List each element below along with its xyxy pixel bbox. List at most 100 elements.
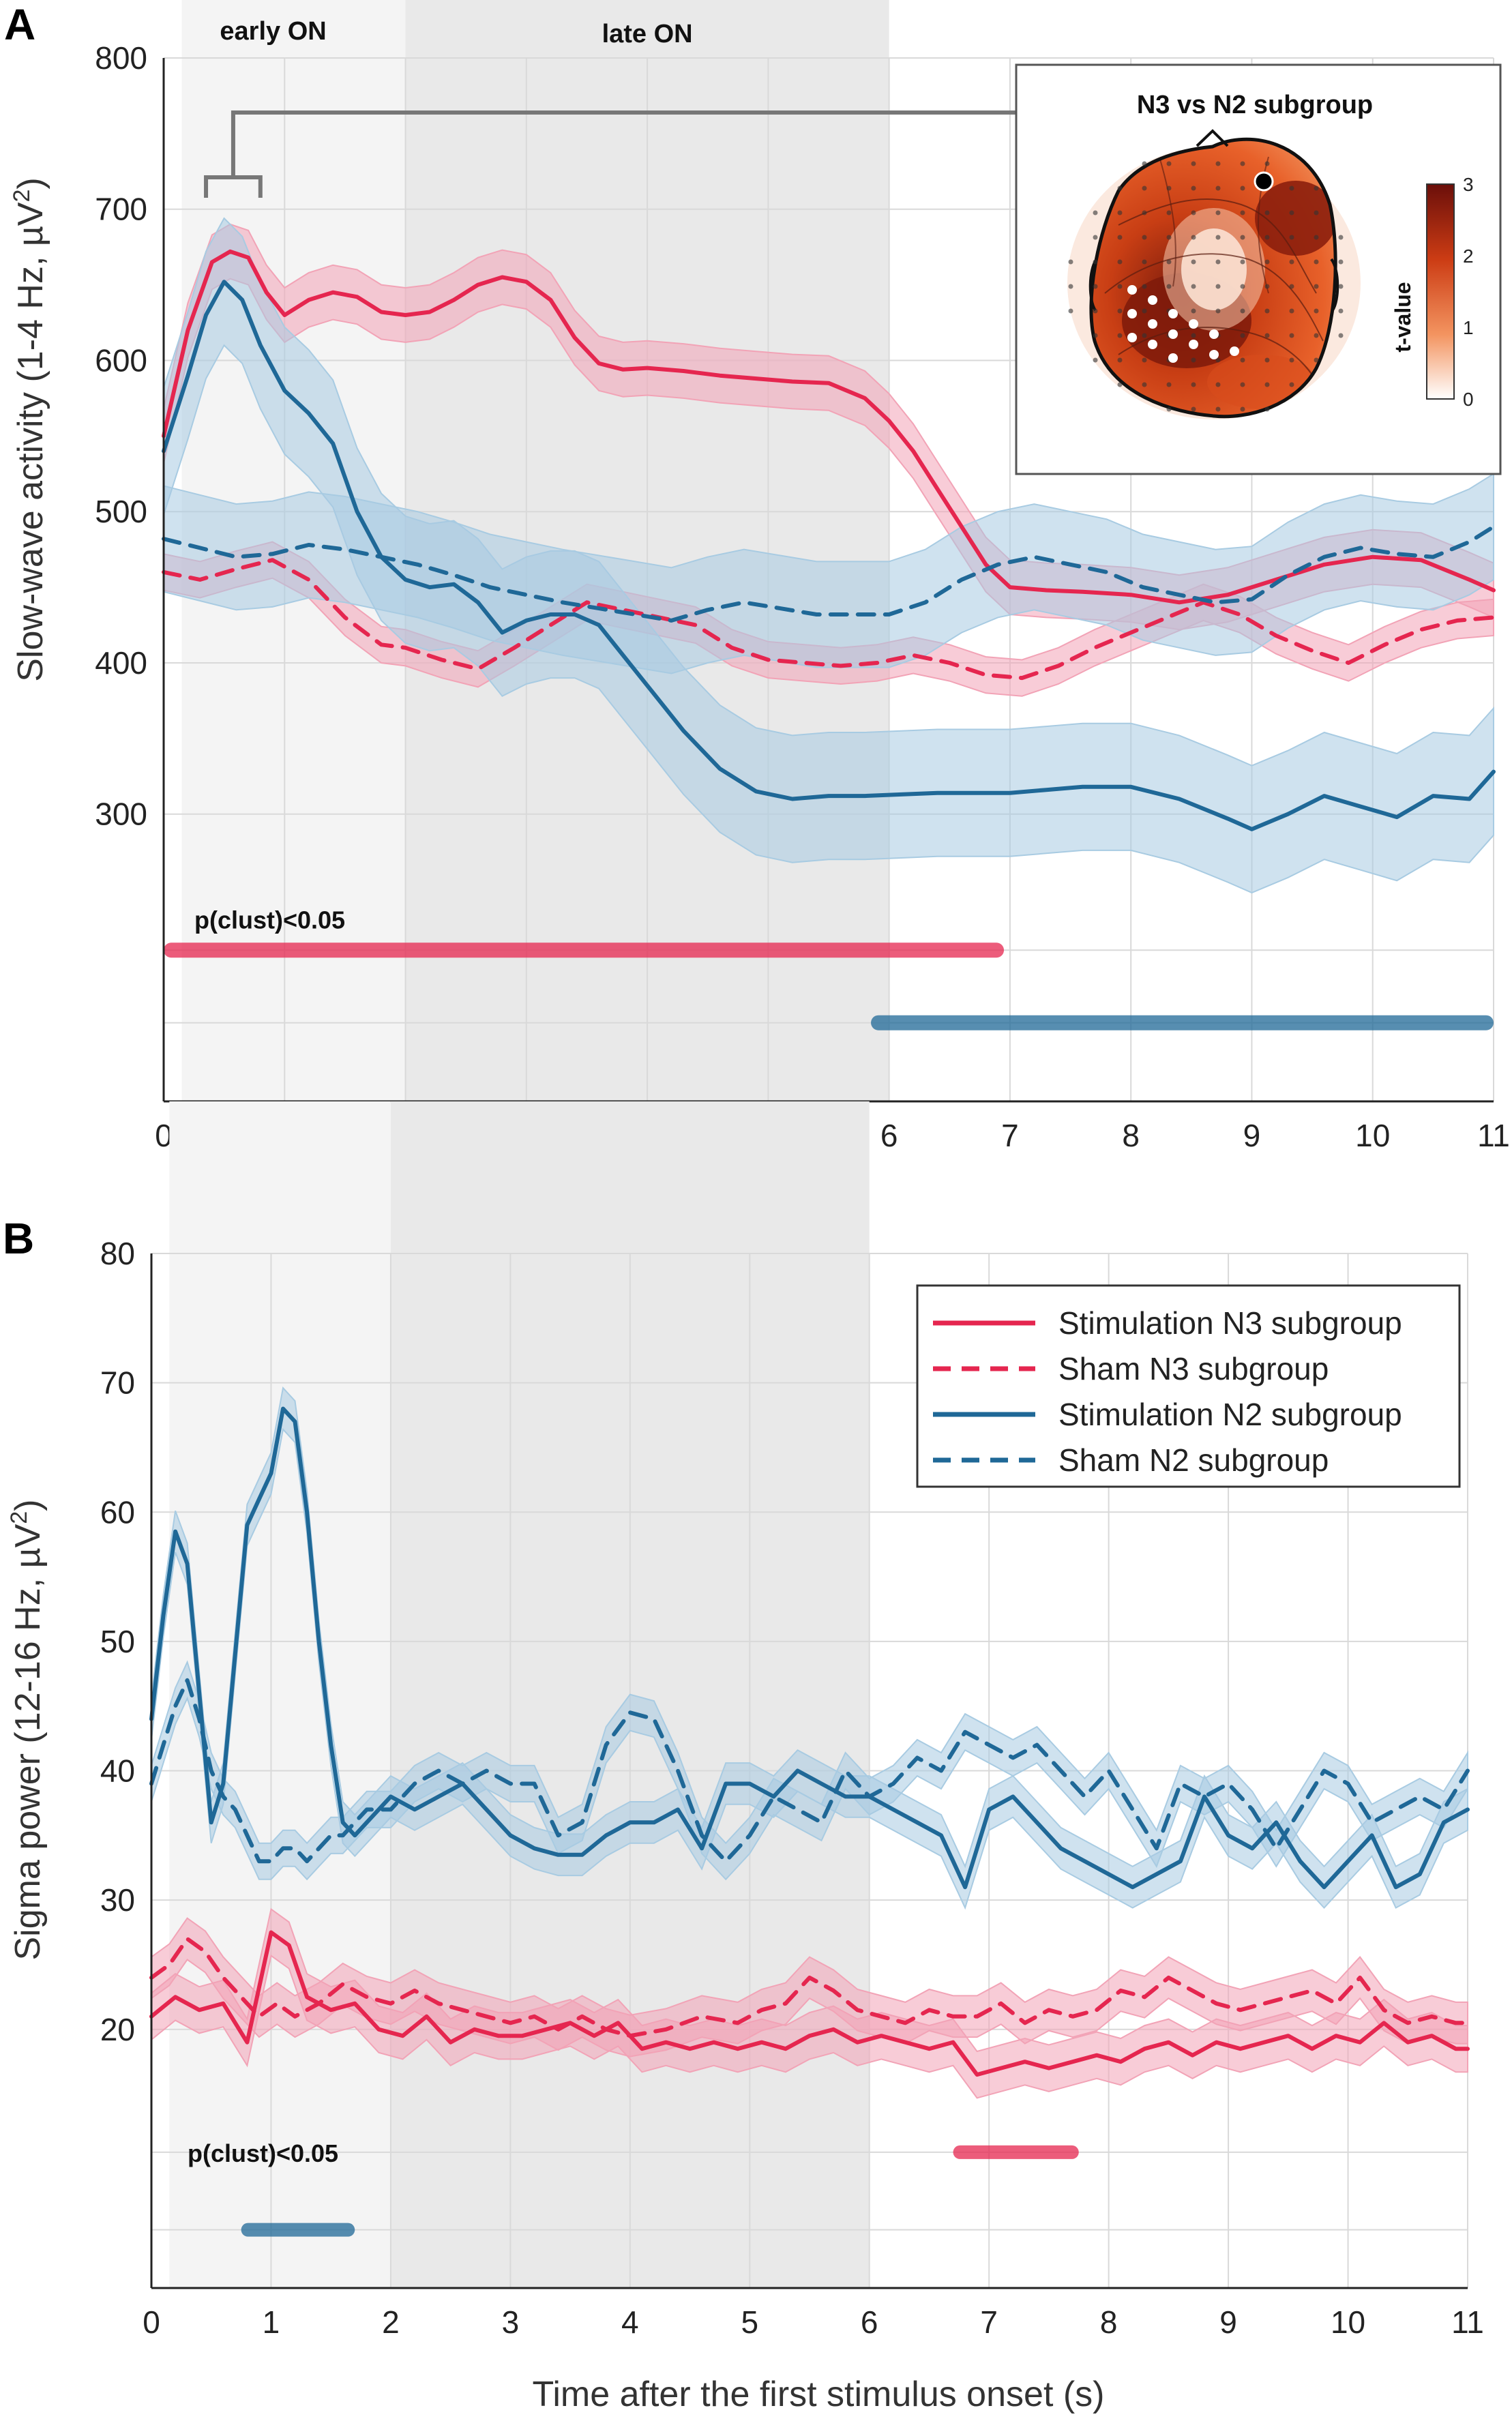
time-window-bracket	[204, 110, 1016, 198]
electrode-dot	[1117, 185, 1123, 191]
inset-title: N3 vs N2 subgroup	[1137, 91, 1373, 119]
legend-item-stimulation-n3-subgroup: Stimulation N3 subgroup	[933, 1305, 1402, 1341]
x-tick-label: 2	[382, 2304, 400, 2340]
electrode-dot	[1166, 284, 1172, 289]
colorbar-tick-label: 1	[1463, 317, 1474, 338]
y-tick-labels: 20 30 40 50 60 70 80	[100, 1236, 135, 2047]
electrode-dot	[1191, 284, 1196, 289]
electrode-dot	[1117, 210, 1123, 216]
panel-b-sigma-chart: B p(clust)<0.05 20 30 40 50 60 70 80 0 1 2 3 4 5 6 7 8…	[3, 1101, 1484, 2414]
stimulation-n3-subgroup-significance-bar	[164, 942, 1005, 958]
significant-electrode	[1127, 333, 1137, 342]
electrode-dot	[1240, 357, 1245, 363]
electrode-dot	[1068, 284, 1073, 289]
electrode-dot	[1117, 357, 1123, 363]
electrode-dot	[1264, 235, 1270, 240]
electrode-dot	[1093, 357, 1098, 363]
electrode-dot	[1191, 185, 1196, 191]
stimulation-n2-subgroup-line	[162, 280, 1496, 831]
legend-item-sham-n3-subgroup: Sham N3 subgroup	[933, 1351, 1329, 1386]
electrode-dot	[1215, 284, 1221, 289]
panel-a-slow-wave-chart: A early ON late ON p(clust)<0.05 300 400 5…	[4, 0, 1510, 1153]
electrode-dot	[1240, 333, 1245, 338]
significant-electrode	[1127, 309, 1137, 318]
electrode-dot	[1264, 333, 1270, 338]
y-tick-label: 20	[100, 2012, 135, 2047]
stimulation-n3-subgroup-line	[162, 249, 1496, 605]
panel-label-b: B	[3, 1214, 34, 1263]
electrode-dot	[1289, 333, 1294, 338]
significant-electrode	[1230, 346, 1239, 356]
legend-label: Stimulation N3 subgroup	[1058, 1305, 1402, 1341]
y-tick-label: 300	[95, 797, 147, 832]
x-tick-label: 6	[880, 1118, 898, 1153]
target-electrode-marker	[1254, 171, 1274, 192]
electrode-dot	[1215, 382, 1221, 387]
stimulation-n2-subgroup-significance-bar	[871, 1015, 1494, 1030]
stimulation-n2-subgroup-line	[149, 1406, 1470, 1890]
electrode-dot	[1142, 259, 1147, 265]
x-tick-label: 10	[1355, 1118, 1390, 1153]
electrode-dot	[1117, 308, 1123, 314]
significant-electrode-markers	[1127, 285, 1239, 363]
significant-electrode	[1189, 340, 1198, 349]
legend-label: Stimulation N2 subgroup	[1058, 1397, 1402, 1432]
electrode-dot	[1240, 406, 1245, 412]
electrode-dots	[1068, 161, 1344, 412]
electrode-dot	[1191, 333, 1196, 338]
x-tick-label: 9	[1219, 2304, 1237, 2340]
legend-label: Sham N2 subgroup	[1058, 1442, 1329, 1478]
electrode-dot	[1117, 259, 1123, 265]
topography-inset: N3 vs N2 subgroup	[1015, 63, 1502, 475]
electrode-dot	[1240, 308, 1245, 314]
colorbar-tick-label: 2	[1463, 246, 1474, 267]
x-axis-label: Time after the first stimulus onset (s)	[533, 2375, 1105, 2414]
y-tick-label: 60	[100, 1494, 135, 1530]
electrode-dot	[1166, 406, 1172, 412]
y-tick-label: 70	[100, 1365, 135, 1401]
y-tick-label: 500	[95, 494, 147, 529]
significant-electrode	[1189, 319, 1198, 329]
electrode-dot	[1240, 259, 1245, 265]
electrode-dot	[1093, 210, 1098, 216]
early-on-shaded-region	[169, 1101, 391, 2288]
electrode-dot	[1215, 185, 1221, 191]
significance-label: p(clust)<0.05	[188, 2139, 338, 2167]
early-on-label: early ON	[220, 17, 326, 46]
electrode-dot	[1289, 284, 1294, 289]
series-lines	[149, 1406, 1470, 2077]
electrode-dot	[1264, 308, 1270, 314]
electrode-dot	[1289, 185, 1294, 191]
x-tick-label: 7	[980, 2304, 998, 2340]
sham-n2-subgroup-line	[149, 1678, 1470, 1864]
bracket-connector	[204, 110, 1016, 198]
x-tick-label: 11	[1451, 2304, 1484, 2340]
electrode-dot	[1338, 259, 1344, 265]
electrode-dot	[1093, 284, 1098, 289]
x-tick-label: 0	[143, 2304, 160, 2340]
colorbar	[1426, 183, 1455, 400]
x-tick-label: 10	[1331, 2304, 1365, 2340]
electrode-dot	[1142, 210, 1147, 216]
legend: Stimulation N3 subgroup Sham N3 subgroup S…	[916, 1284, 1461, 1488]
colorbar-tick-label: 3	[1463, 174, 1474, 195]
electrode-dot	[1191, 357, 1196, 363]
y-tick-label: 40	[100, 1753, 135, 1789]
electrode-dot	[1215, 406, 1221, 412]
significant-electrode	[1209, 329, 1219, 339]
electrode-dot	[1142, 382, 1147, 387]
electrode-dot	[1191, 210, 1196, 216]
y-axis-label: Sigma power (12-16 Hz, µV2)	[6, 1499, 48, 1960]
electrode-dot	[1166, 235, 1172, 240]
significance-bars	[241, 2145, 1079, 2237]
electrode-dot	[1314, 308, 1319, 314]
sham-n2-subgroup-line	[162, 524, 1496, 623]
electrode-dot	[1240, 210, 1245, 216]
axes	[150, 1253, 1468, 2289]
electrode-dot	[1314, 185, 1319, 191]
electrode-dot	[1215, 259, 1221, 265]
electrode-dot	[1093, 333, 1098, 338]
significant-electrode	[1209, 350, 1219, 359]
y-tick-label: 700	[95, 192, 147, 227]
electrode-dot	[1289, 382, 1294, 387]
